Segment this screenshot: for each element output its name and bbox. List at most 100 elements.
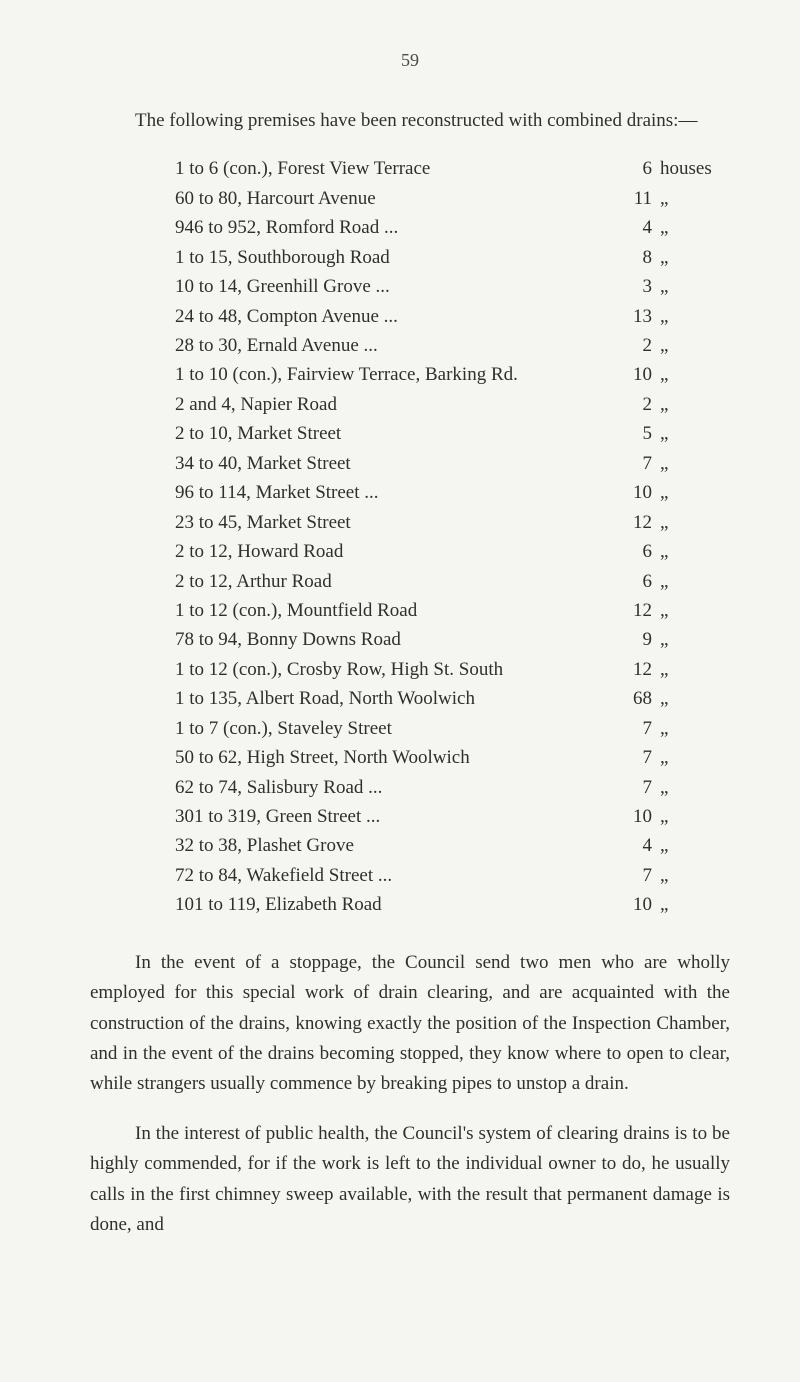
drain-count: 4 (614, 831, 660, 860)
drain-unit: „ (660, 567, 730, 596)
drain-unit: houses (660, 154, 730, 183)
drain-count: 10 (614, 890, 660, 919)
drain-description: 34 to 40, Market Street (90, 449, 351, 478)
drain-unit: „ (660, 890, 730, 919)
drain-count: 12 (614, 596, 660, 625)
drain-description: 101 to 119, Elizabeth Road (90, 890, 382, 919)
drain-description: 60 to 80, Harcourt Avenue (90, 184, 376, 213)
drain-unit: „ (660, 478, 730, 507)
drain-list-row: 946 to 952, Romford Road ... 4„ (90, 213, 730, 242)
drain-description: 2 and 4, Napier Road (90, 390, 337, 419)
drain-list-row: 1 to 12 (con.), Mountfield Road 12„ (90, 596, 730, 625)
drain-list-row: 32 to 38, Plashet Grove4„ (90, 831, 730, 860)
drain-description: 1 to 10 (con.), Fairview Terrace, Barkin… (90, 360, 518, 389)
drain-description: 24 to 48, Compton Avenue ... (90, 302, 398, 331)
drain-count: 6 (614, 567, 660, 596)
drain-unit: „ (660, 714, 730, 743)
drain-unit: „ (660, 684, 730, 713)
drain-list-row: 50 to 62, High Street, North Woolwich 7„ (90, 743, 730, 772)
drain-count: 7 (614, 743, 660, 772)
drain-unit: „ (660, 743, 730, 772)
drain-description: 78 to 94, Bonny Downs Road (90, 625, 401, 654)
drain-count: 2 (614, 331, 660, 360)
drain-unit: „ (660, 537, 730, 566)
drain-list-row: 1 to 6 (con.), Forest View Terrace 6house… (90, 154, 730, 183)
drain-unit: „ (660, 272, 730, 301)
drain-unit: „ (660, 360, 730, 389)
drain-count: 6 (614, 537, 660, 566)
drain-count: 7 (614, 449, 660, 478)
drain-description: 28 to 30, Ernald Avenue ... (90, 331, 378, 360)
drain-unit: „ (660, 831, 730, 860)
drain-list-row: 2 to 10, Market Street5„ (90, 419, 730, 448)
drain-list-row: 2 to 12, Howard Road 6„ (90, 537, 730, 566)
drain-count: 9 (614, 625, 660, 654)
drain-count: 12 (614, 655, 660, 684)
drain-description: 10 to 14, Greenhill Grove ... (90, 272, 390, 301)
drain-count: 7 (614, 861, 660, 890)
drain-unit: „ (660, 419, 730, 448)
drain-description: 50 to 62, High Street, North Woolwich (90, 743, 470, 772)
drain-description: 1 to 12 (con.), Crosby Row, High St. Sou… (90, 655, 503, 684)
drain-list-row: 1 to 135, Albert Road, North Woolwich68„ (90, 684, 730, 713)
drain-unit: „ (660, 861, 730, 890)
drain-list-row: 2 to 12, Arthur Road 6„ (90, 567, 730, 596)
drain-description: 62 to 74, Salisbury Road ... (90, 773, 382, 802)
drain-list-row: 1 to 15, Southborough Road8„ (90, 243, 730, 272)
drain-unit: „ (660, 390, 730, 419)
drain-list-row: 28 to 30, Ernald Avenue ... 2„ (90, 331, 730, 360)
drain-unit: „ (660, 655, 730, 684)
drain-count: 4 (614, 213, 660, 242)
middle-paragraph: In the event of a stoppage, the Council … (90, 948, 730, 1100)
drain-description: 96 to 114, Market Street ... (90, 478, 379, 507)
drain-unit: „ (660, 331, 730, 360)
drain-count: 10 (614, 360, 660, 389)
drain-description: 946 to 952, Romford Road ... (90, 213, 398, 242)
drain-list-row: 60 to 80, Harcourt Avenue 11„ (90, 184, 730, 213)
drain-count: 10 (614, 802, 660, 831)
drain-list-row: 101 to 119, Elizabeth Road 10„ (90, 890, 730, 919)
drain-unit: „ (660, 243, 730, 272)
drain-list-row: 2 and 4, Napier Road 2„ (90, 390, 730, 419)
drain-count: 13 (614, 302, 660, 331)
drain-description: 1 to 7 (con.), Staveley Street (90, 714, 392, 743)
drain-count: 8 (614, 243, 660, 272)
drain-description: 2 to 12, Howard Road (90, 537, 343, 566)
drain-list-row: 96 to 114, Market Street ...10„ (90, 478, 730, 507)
drain-description: 1 to 6 (con.), Forest View Terrace (90, 154, 430, 183)
drain-list-row: 34 to 40, Market Street 7„ (90, 449, 730, 478)
drain-count: 3 (614, 272, 660, 301)
drain-description: 2 to 12, Arthur Road (90, 567, 332, 596)
drain-unit: „ (660, 184, 730, 213)
drain-list-row: 10 to 14, Greenhill Grove ... 3„ (90, 272, 730, 301)
drain-description: 301 to 319, Green Street ... (90, 802, 380, 831)
drain-premises-list: 1 to 6 (con.), Forest View Terrace6house… (90, 154, 730, 919)
page-number: 59 (90, 50, 730, 71)
drain-list-row: 24 to 48, Compton Avenue ... 13„ (90, 302, 730, 331)
drain-list-row: 1 to 12 (con.), Crosby Row, High St. Sou… (90, 655, 730, 684)
drain-list-row: 78 to 94, Bonny Downs Road 9„ (90, 625, 730, 654)
drain-list-row: 23 to 45, Market Street12„ (90, 508, 730, 537)
drain-unit: „ (660, 302, 730, 331)
drain-list-row: 1 to 10 (con.), Fairview Terrace, Barkin… (90, 360, 730, 389)
drain-unit: „ (660, 596, 730, 625)
drain-list-row: 72 to 84, Wakefield Street ...7„ (90, 861, 730, 890)
drain-unit: „ (660, 213, 730, 242)
final-paragraph: In the interest of public health, the Co… (90, 1119, 730, 1241)
drain-unit: „ (660, 625, 730, 654)
drain-unit: „ (660, 773, 730, 802)
drain-description: 23 to 45, Market Street (90, 508, 351, 537)
drain-count: 2 (614, 390, 660, 419)
drain-count: 12 (614, 508, 660, 537)
drain-count: 11 (614, 184, 660, 213)
drain-count: 5 (614, 419, 660, 448)
drain-count: 7 (614, 773, 660, 802)
drain-unit: „ (660, 802, 730, 831)
drain-count: 6 (614, 154, 660, 183)
drain-list-row: 62 to 74, Salisbury Road ... 7„ (90, 773, 730, 802)
drain-description: 1 to 12 (con.), Mountfield Road (90, 596, 417, 625)
drain-unit: „ (660, 449, 730, 478)
drain-list-row: 1 to 7 (con.), Staveley Street7„ (90, 714, 730, 743)
drain-description: 1 to 135, Albert Road, North Woolwich (90, 684, 475, 713)
document-page: 59 The following premises have been reco… (0, 0, 800, 1382)
